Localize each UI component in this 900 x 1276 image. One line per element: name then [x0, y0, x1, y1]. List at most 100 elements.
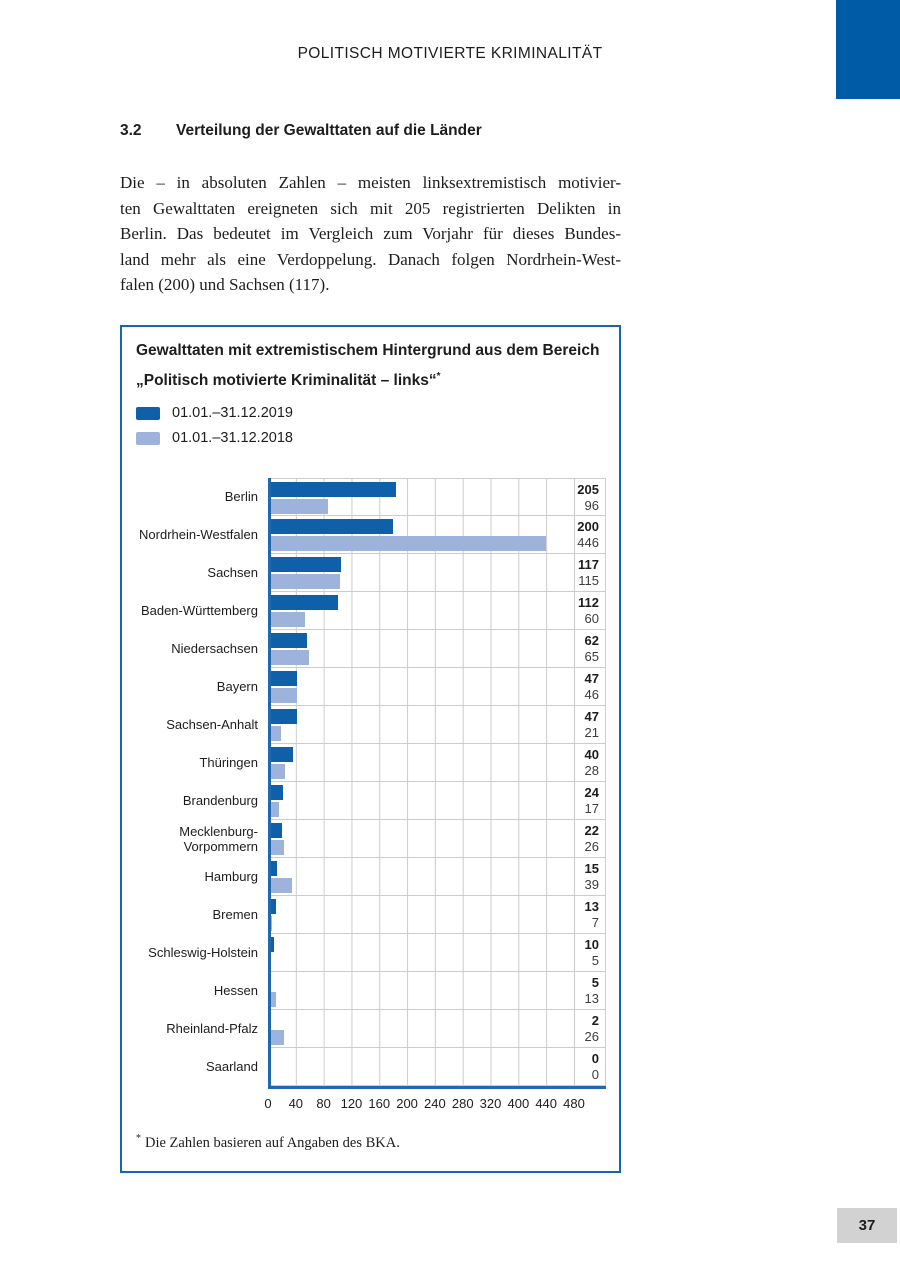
section-number: 3.2	[120, 122, 142, 139]
bar-2019	[268, 556, 341, 572]
legend-swatch-2018	[136, 431, 160, 445]
legend-swatch-2019	[136, 406, 160, 420]
category-label: Sachsen	[207, 565, 258, 581]
bar-2019	[268, 784, 283, 800]
bar-2018	[268, 1029, 285, 1045]
footnote-marker: *	[436, 370, 441, 382]
chart-row-plot	[268, 1009, 574, 1048]
value-2019: 47	[584, 708, 599, 724]
bar-2018	[268, 649, 309, 665]
legend-label-2018: 01.01.–31.12.2018	[172, 430, 293, 447]
value-2019: 13	[584, 898, 599, 914]
chart-row-values: 2 26	[574, 1009, 606, 1048]
bar-2018	[268, 877, 293, 893]
bar-2018	[268, 763, 286, 779]
value-2018: 446	[577, 534, 599, 550]
x-tick: 0	[264, 1095, 272, 1111]
chart-legend: 01.01.–31.12.2019 01.01.–31.12.2018	[136, 401, 603, 451]
chart-row-values: 22 26	[574, 819, 606, 858]
value-2019: 24	[584, 784, 599, 800]
category-label: Hamburg	[204, 869, 258, 885]
bar-2019	[268, 518, 393, 534]
chart-row-values: 10 5	[574, 933, 606, 972]
chart-title-line1: Gewalttaten mit extremistischem Hintergr…	[136, 341, 600, 359]
chart-row-plot	[268, 971, 574, 1010]
category-label: Thüringen	[199, 755, 258, 771]
category-label: Sachsen-Anhalt	[166, 717, 258, 733]
value-2019: 0	[591, 1050, 599, 1066]
x-tick: 400	[507, 1095, 530, 1111]
paragraph-line: falen (200) und Sachsen (117).	[120, 275, 330, 294]
value-2018: 115	[578, 572, 599, 588]
chart-row-plot	[268, 933, 574, 972]
bar-2019	[268, 936, 275, 952]
chart-row-values: 13 7	[574, 895, 606, 934]
content-column: 3.2 Verteilung der Gewalttaten auf die L…	[120, 122, 621, 1174]
x-tick: 120	[340, 1095, 363, 1111]
chart-row-plot	[268, 857, 574, 896]
legend-label-2019: 01.01.–31.12.2019	[172, 405, 293, 422]
x-tick: 320	[479, 1095, 502, 1111]
chart-row-plot	[268, 629, 574, 668]
bar-2019	[268, 860, 278, 876]
bar-2019	[268, 708, 298, 724]
category-label: Brandenburg	[182, 793, 258, 809]
chart-row-values: 47 21	[574, 705, 606, 744]
category-label: Bayern	[216, 679, 258, 695]
bar-2019	[268, 481, 396, 497]
value-2019: 112	[578, 594, 599, 610]
bar-2018	[268, 725, 282, 741]
chart-row-values: 112 60	[574, 591, 606, 630]
x-tick: 200	[396, 1095, 418, 1111]
category-label: Schleswig-Holstein	[148, 945, 258, 961]
chart-row-plot	[268, 515, 574, 554]
x-tick: 240	[424, 1095, 446, 1111]
chart-row-plot	[268, 781, 574, 820]
category-label: Rheinland-Pfalz	[166, 1021, 258, 1037]
chart-row-plot	[268, 743, 574, 782]
value-2019: 22	[584, 822, 599, 838]
bar-2019	[268, 670, 298, 686]
value-2019: 47	[584, 670, 599, 686]
bar-2018	[268, 498, 328, 514]
value-2018: 7	[591, 914, 599, 930]
blue-corner-marker	[836, 0, 900, 99]
x-tick: 80	[316, 1095, 331, 1111]
value-2018: 39	[584, 876, 599, 892]
bar-chart: Berlin 205 96 Nordrhein-Westfalen 200 446 Sach…	[136, 477, 606, 1115]
value-2018: 65	[584, 648, 599, 664]
chart-row-plot	[268, 895, 574, 934]
body-paragraph: Die – in absoluten Zahlen – meisten link…	[120, 170, 621, 298]
bar-2018	[268, 611, 306, 627]
category-label: Hessen	[213, 983, 258, 999]
x-tick: 440	[535, 1095, 558, 1111]
footnote-text: Die Zahlen basieren auf Angaben des BKA.	[145, 1134, 400, 1151]
chart-row-values: 200 446	[574, 515, 606, 554]
x-tick: 480	[563, 1095, 585, 1111]
chart-grid: Berlin 205 96 Nordrhein-Westfalen 200 446 Sach…	[136, 477, 606, 1115]
footnote-marker: *	[136, 1132, 141, 1144]
chart-row-values: 205 96	[574, 477, 606, 516]
value-2018: 21	[584, 724, 599, 740]
chart-row-values: 62 65	[574, 629, 606, 668]
page-number: 37	[837, 1208, 897, 1243]
bar-2019	[268, 632, 307, 648]
legend-item-2018: 01.01.–31.12.2018	[136, 426, 603, 451]
category-label: Saarland	[205, 1059, 258, 1075]
value-2018: 26	[584, 1028, 599, 1044]
legend-item-2019: 01.01.–31.12.2019	[136, 401, 603, 426]
x-tick: 280	[451, 1095, 474, 1111]
chart-row-values: 47 46	[574, 667, 606, 706]
section-heading: 3.2 Verteilung der Gewalttaten auf die L…	[120, 122, 621, 140]
bar-2018	[268, 801, 279, 817]
chart-panel: Gewalttaten mit extremistischem Hintergr…	[120, 324, 621, 1174]
value-2018: 46	[584, 686, 599, 702]
paragraph-line: land mehr als eine Verdoppelung. Danach …	[120, 249, 621, 269]
bar-2018	[268, 839, 285, 855]
x-axis-ticks: 0 40 80 120 160 200 240 280 320 400 440 480	[264, 1089, 584, 1115]
chart-row-values: 5 13	[574, 971, 606, 1010]
chart-row-values: 24 17	[574, 781, 606, 820]
chart-row-plot	[268, 1047, 574, 1086]
